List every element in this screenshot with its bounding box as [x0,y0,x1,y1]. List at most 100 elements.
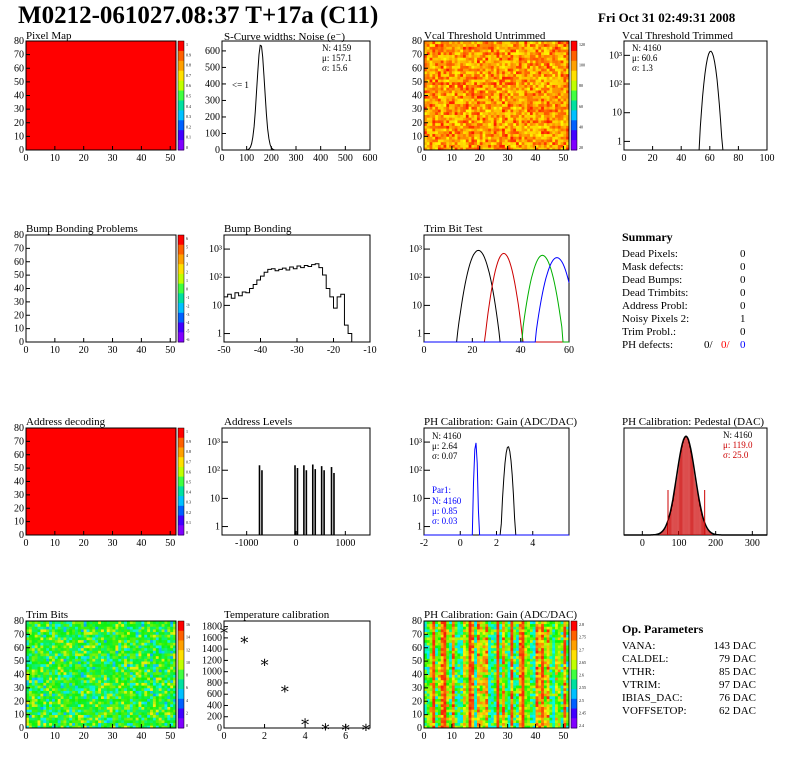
heatmap-cell [546,60,550,64]
heatmap-cell [488,73,492,77]
heatmap-cell [57,645,62,649]
heatmap-cell [516,92,520,96]
heatmap-cell [28,655,33,659]
heatmap-cell [538,139,542,143]
heatmap-cell [440,139,444,143]
heatmap-cell [437,725,442,729]
heatmap-cell [109,703,113,707]
heatmap-cell [437,106,442,110]
heatmap-cell [460,49,464,53]
heatmap-cell [527,114,531,118]
palette-frame [177,427,185,536]
heatmap-cell [138,709,142,713]
heatmap-cell [89,698,93,702]
heatmap-cell [51,722,56,726]
heatmap-cell [443,695,447,699]
heatmap-cell [424,658,428,662]
heatmap-cell [63,698,67,702]
heatmap-cell [158,725,162,729]
heatmap-cell [43,679,47,683]
heatmap-cell [490,111,495,115]
heatmap-cell [532,87,536,91]
heatmap-cell [170,709,174,713]
heatmap-cell [552,133,556,137]
heatmap-cell [463,43,467,47]
heatmap-cell [504,139,509,143]
heatmap-cell [507,136,511,140]
heatmap-cell [43,706,47,710]
heatmap-cell [510,57,514,61]
heatmap-cell [454,703,458,707]
heatmap-cell [112,677,116,681]
heatmap-cell [83,690,87,694]
heatmap-cell [144,679,148,683]
heatmap-cell [57,631,62,635]
heatmap-cell [555,73,559,77]
heatmap-cell [538,103,542,107]
heatmap-cell [424,144,428,148]
heatmap-cell [37,661,41,665]
heatmap-cell [57,671,62,675]
heatmap-cell [532,103,536,107]
heatmap-cell [446,679,450,683]
heatmap-cell [89,709,93,713]
heatmap-cell [504,95,509,99]
heatmap-cell [443,144,447,148]
heatmap-cell [49,711,53,716]
heatmap-cell [493,87,497,91]
heatmap-cell [451,685,456,689]
heatmap-cell [488,54,492,58]
heatmap-cell [132,693,137,697]
heatmap-cell [424,709,428,713]
heatmap-x-tick-label: 50 [165,538,175,549]
heatmap-cell [152,706,157,710]
heatmap-cell [124,709,128,713]
heatmap-cell [83,626,87,630]
palette-cell [178,669,184,680]
heatmap-cell [493,103,497,107]
heatmap-cell [482,73,486,77]
heatmap-cell [557,62,562,66]
palette-label: 0.7 [186,73,191,78]
heatmap-cell [535,46,539,50]
heatmap-cell [560,130,564,135]
heatmap-cell [454,661,458,665]
heatmap-cell [135,717,139,721]
heatmap-cell [471,122,475,126]
heatmap-cell [543,103,548,107]
heatmap-cell [546,46,550,50]
heatmap-cell [51,709,56,713]
heatmap-cell [72,655,76,659]
heatmap-cell [77,685,82,689]
heatmap-cell [86,709,90,713]
heatmap-cell [493,128,497,132]
palette-label: 0.8 [186,63,191,68]
heatmap-cell [152,695,157,699]
heatmap-cell [563,100,567,105]
heatmap-cell [28,709,33,713]
heatmap-cell [555,128,559,132]
heatmap-cell [457,79,461,83]
heatmap-cell [546,128,550,132]
heatmap-cell [109,674,113,678]
heatmap-cell [518,100,522,105]
summary-value: 0 [740,300,746,312]
heatmap-cell [535,122,539,126]
heatmap-cell [449,709,453,713]
heatmap-cell [557,41,562,45]
heatmap-cell [103,637,108,641]
heatmap-cell [532,81,536,85]
heatmap-cell [549,90,553,94]
heatmap-cell [141,685,145,689]
heatmap-cell [454,663,458,667]
title-ph-gain-map: PH Calibration: Gain (ADC/DAC) [424,609,578,621]
heatmap-cell [173,661,177,665]
heatmap-cell [37,669,41,673]
heatmap-cell [435,669,439,673]
heatmap-cell [524,51,528,56]
heatmap-cell [521,122,525,126]
heatmap-cell [26,674,30,678]
heatmap-cell [432,658,436,662]
heatmap-cell [103,674,108,678]
heatmap-cell [167,719,171,724]
